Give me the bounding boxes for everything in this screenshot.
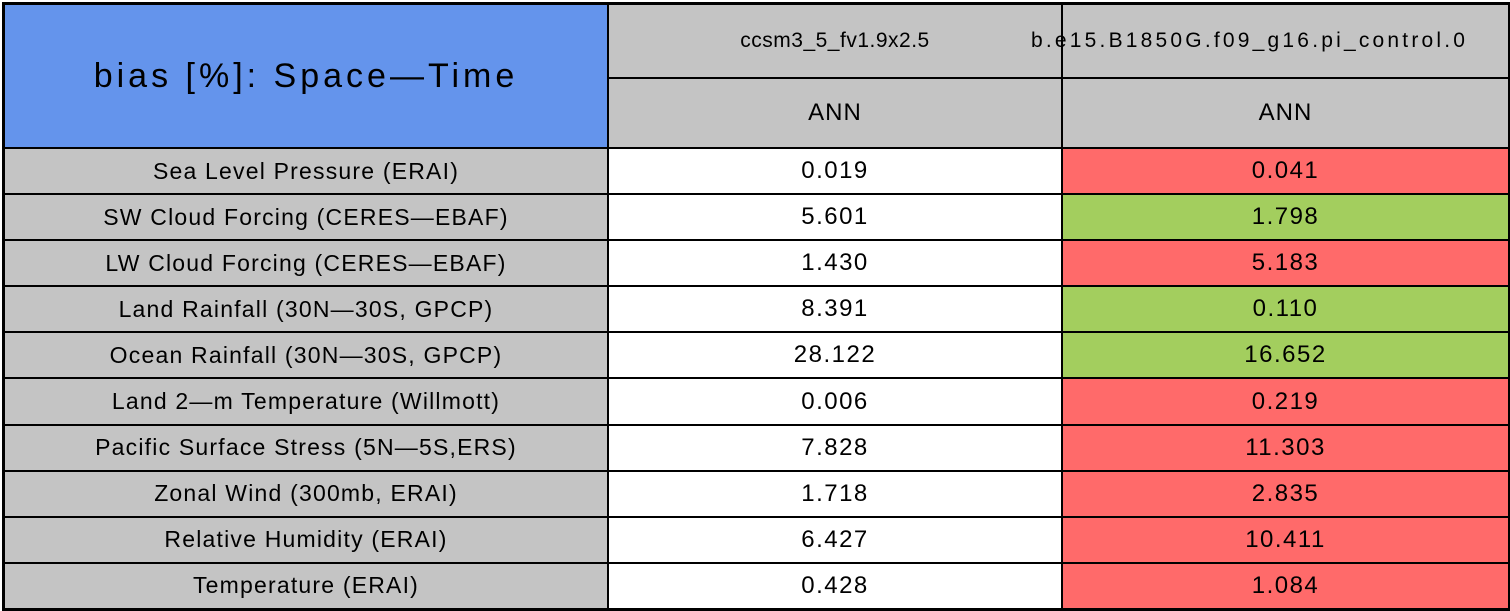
value-text: 28.122 [793,341,877,369]
row-label-0: Sea Level Pressure (ERAI) [5,149,607,194]
row-label-9: Temperature (ERAI) [5,563,607,608]
value-text: 16.652 [1244,341,1327,369]
model-header-2: b.e15.B1850G.f09_g16.pi_control.0 [1031,5,1508,77]
value-cell-r2-c1: 5.183 [1063,241,1508,286]
value-cell-r5-c0: 0.006 [609,379,1061,424]
value-text: 0.041 [1251,157,1320,185]
value-cell-r8-c1: 10.411 [1063,517,1508,562]
table-title: bias [%]: Space—Time [93,56,519,95]
value-text: 1.718 [801,479,869,507]
row-label-8: Relative Humidity (ERAI) [5,517,607,562]
row-label-4: Ocean Rainfall (30N—30S, GPCP) [5,333,607,378]
value-cell-r4-c1: 16.652 [1063,333,1508,378]
value-cell-r1-c0: 5.601 [609,195,1061,240]
value-cell-r3-c1: 0.110 [1063,287,1508,332]
value-cell-r8-c0: 6.427 [609,517,1061,562]
value-cell-r4-c0: 28.122 [609,333,1061,378]
model-name-1: ccsm3_5_fv1.9x2.5 [740,29,930,52]
value-cell-r0-c0: 0.019 [609,149,1061,194]
value-cell-r7-c1: 2.835 [1063,471,1508,516]
value-text: 0.428 [801,571,869,599]
value-text: 7.828 [801,433,869,461]
row-label-text: Land Rainfall (30N—30S, GPCP) [118,295,494,322]
season-label-2: ANN [1258,99,1313,126]
row-label-7: Zonal Wind (300mb, ERAI) [5,471,607,516]
value-cell-r1-c1: 1.798 [1063,195,1508,240]
value-cell-r6-c1: 11.303 [1063,425,1508,470]
value-cell-r7-c0: 1.718 [609,471,1061,516]
value-text: 0.019 [801,157,869,185]
model-name-2: b.e15.B1850G.f09_g16.pi_control.0 [1031,29,1469,52]
row-label-text: Relative Humidity (ERAI) [164,526,448,553]
row-label-text: Zonal Wind (300mb, ERAI) [154,480,458,507]
row-label-text: Ocean Rainfall (30N—30S, GPCP) [109,341,503,368]
value-text: 0.219 [1251,387,1320,415]
season-label-1: ANN [808,99,862,126]
value-text: 6.427 [801,525,869,553]
row-label-text: Temperature (ERAI) [192,572,420,599]
value-text: 1.798 [1251,203,1320,231]
row-label-text: Pacific Surface Stress (5N—5S,ERS) [95,434,517,461]
value-text: 5.601 [801,203,869,231]
value-text: 0.110 [1252,295,1319,323]
value-cell-r9-c0: 0.428 [609,563,1061,608]
row-label-text: Land 2—m Temperature (Willmott) [111,388,501,415]
model-header-1: ccsm3_5_fv1.9x2.5 [609,5,1061,77]
season-header-2: ANN [1063,79,1508,147]
season-header-1: ANN [609,79,1061,147]
row-label-5: Land 2—m Temperature (Willmott) [5,379,607,424]
value-text: 5.183 [1251,249,1320,277]
value-text: 8.391 [801,295,869,323]
value-text: 11.303 [1245,433,1326,461]
value-cell-r5-c1: 0.219 [1063,379,1508,424]
value-text: 0.006 [801,387,869,415]
row-label-text: SW Cloud Forcing (CERES—EBAF) [103,203,509,230]
value-text: 1.084 [1251,571,1320,599]
row-label-6: Pacific Surface Stress (5N—5S,ERS) [5,425,607,470]
row-label-text: LW Cloud Forcing (CERES—EBAF) [105,249,507,276]
value-cell-r0-c1: 0.041 [1063,149,1508,194]
table-title-cell: bias [%]: Space—Time [5,5,607,147]
value-text: 1.430 [801,249,869,277]
row-label-text: Sea Level Pressure (ERAI) [152,157,460,184]
value-cell-r9-c1: 1.084 [1063,563,1508,608]
value-cell-r2-c0: 1.430 [609,241,1061,286]
value-cell-r6-c0: 7.828 [609,425,1061,470]
value-text: 10.411 [1245,525,1326,553]
row-label-3: Land Rainfall (30N—30S, GPCP) [5,287,607,332]
row-label-2: LW Cloud Forcing (CERES—EBAF) [5,241,607,286]
value-cell-r3-c0: 8.391 [609,287,1061,332]
row-label-1: SW Cloud Forcing (CERES—EBAF) [5,195,607,240]
value-text: 2.835 [1251,479,1320,507]
